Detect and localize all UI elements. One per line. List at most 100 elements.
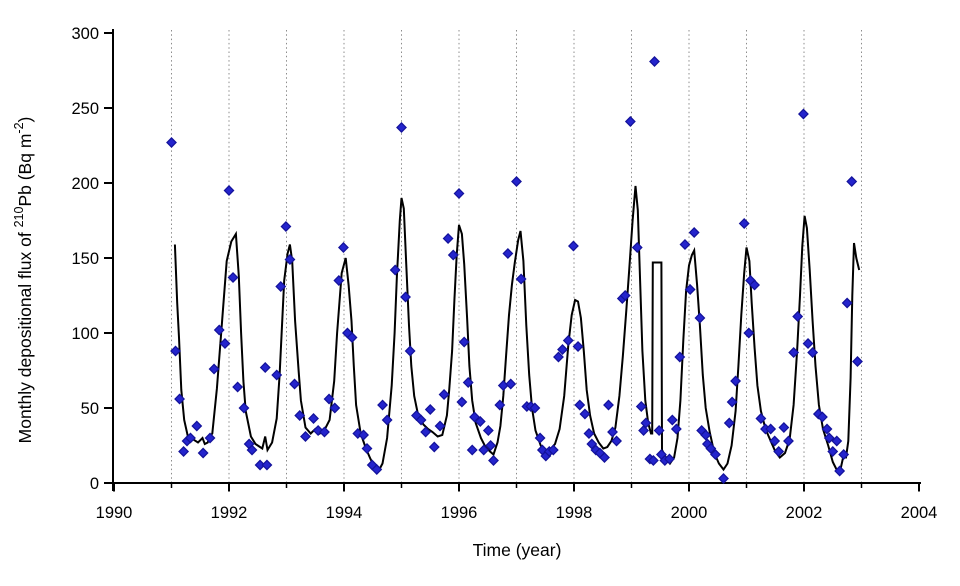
- data-point-diamond: [743, 327, 755, 339]
- data-point-diamond: [511, 176, 522, 187]
- data-point-diamond: [718, 473, 729, 484]
- data-point-diamond: [557, 344, 568, 355]
- data-point-diamond: [284, 254, 296, 265]
- data-point-diamond: [488, 455, 499, 466]
- y-tick-label-100: 100: [71, 325, 99, 343]
- data-point-diamond: [400, 291, 411, 303]
- data-point-diamond: [178, 446, 190, 457]
- data-point-diamond: [827, 446, 839, 457]
- data-point-diamond: [377, 399, 388, 411]
- y-tick-label-150: 150: [71, 250, 99, 268]
- data-point-diamond: [474, 416, 486, 427]
- scatter-diamond-series: [166, 56, 863, 484]
- tick-labels: 0 50 100 150 200 250 300 1990 1992 1994 1996 1998 20…: [71, 25, 937, 522]
- y-tick-label-0: 0: [90, 475, 99, 493]
- data-point-diamond: [381, 414, 393, 426]
- data-point-diamond: [572, 341, 584, 352]
- data-point-diamond: [458, 336, 470, 348]
- data-point-diamond: [319, 426, 330, 438]
- data-point-diamond: [300, 431, 311, 442]
- data-point-diamond: [289, 378, 300, 390]
- data-point-diamond: [583, 428, 595, 439]
- data-point-diamond: [653, 425, 665, 436]
- data-point-diamond: [831, 435, 843, 447]
- x-tick-label-1990: 1990: [96, 504, 133, 522]
- data-point-diamond: [323, 393, 335, 405]
- data-point-diamond: [823, 432, 835, 444]
- fitted-curve-path: [173, 185, 861, 473]
- data-point-diamond: [502, 248, 514, 259]
- data-point-diamond: [640, 417, 652, 429]
- data-point-diamond: [730, 375, 742, 387]
- data-point-diamond: [447, 249, 459, 261]
- data-point-diamond: [166, 137, 177, 148]
- data-point-diamond: [807, 347, 819, 358]
- data-point-diamond: [204, 432, 216, 444]
- data-point-diamond: [562, 335, 574, 346]
- data-point-diamond: [838, 449, 850, 460]
- data-point-diamond: [769, 435, 781, 447]
- data-point-diamond: [647, 455, 659, 466]
- data-point-diamond: [259, 362, 271, 373]
- data-point-diamond: [710, 449, 721, 460]
- data-point-diamond: [607, 426, 618, 438]
- y-tick-label-50: 50: [81, 400, 99, 418]
- data-point-diamond: [485, 440, 497, 451]
- data-point-diamond: [223, 185, 235, 196]
- data-point-diamond: [434, 420, 446, 432]
- data-point-diamond: [778, 422, 790, 433]
- data-point-diamond: [389, 264, 401, 276]
- data-point-diamond: [428, 441, 440, 453]
- data-point-diamond: [482, 425, 494, 436]
- data-point-diamond: [280, 221, 292, 232]
- data-point-diamond: [821, 423, 833, 435]
- data-point-diamond: [802, 338, 814, 349]
- x-tick-label-1994: 1994: [326, 504, 363, 522]
- data-point-diamond: [415, 414, 427, 426]
- data-point-diamond: [170, 345, 181, 357]
- data-point-diamond: [700, 429, 712, 441]
- data-point-diamond: [534, 432, 546, 444]
- y-tick-label-300: 300: [71, 25, 99, 43]
- data-point-diamond: [424, 404, 436, 415]
- data-point-diamond: [261, 459, 273, 471]
- data-point-diamond: [674, 351, 686, 363]
- data-point-diamond: [478, 444, 490, 456]
- y-axis-title: Monthly depositional flux of 210​Pb (Bq …: [12, 117, 35, 444]
- data-point-diamond: [631, 242, 643, 253]
- data-point-diamond: [505, 378, 517, 390]
- data-point-diamond: [191, 420, 203, 432]
- data-point-diamond: [294, 410, 306, 421]
- data-point-diamond: [603, 399, 614, 411]
- data-point-diamond: [337, 242, 349, 253]
- data-point-diamond: [553, 351, 564, 363]
- data-point-diamond: [453, 188, 465, 199]
- data-point-diamond: [346, 332, 358, 343]
- data-point-diamond: [797, 108, 809, 120]
- data-point-diamond: [599, 452, 610, 463]
- x-axis-title: Time (year): [473, 540, 562, 560]
- data-point-diamond: [238, 402, 250, 414]
- data-point-diamond: [705, 443, 717, 454]
- data-point-diamond: [329, 402, 341, 414]
- data-point-diamond: [792, 311, 804, 322]
- data-point-diamond: [852, 356, 863, 367]
- data-point-diamond: [755, 413, 767, 424]
- data-point-diamond: [783, 435, 794, 447]
- data-point-diamond: [271, 369, 283, 381]
- data-point-diamond: [404, 345, 416, 357]
- data-point-diamond: [358, 429, 369, 441]
- data-point-diamond: [694, 312, 706, 324]
- data-point-diamond: [494, 399, 506, 411]
- data-point-diamond: [246, 444, 258, 456]
- data-point-diamond: [529, 402, 541, 414]
- x-tick-label-1996: 1996: [441, 504, 478, 522]
- data-point-diamond: [574, 399, 586, 411]
- data-point-diamond: [438, 389, 450, 400]
- data-point-diamond: [208, 363, 220, 375]
- y-tick-label-200: 200: [71, 175, 99, 193]
- data-point-diamond: [219, 338, 231, 349]
- data-point-diamond: [456, 396, 468, 408]
- data-point-diamond: [396, 122, 407, 133]
